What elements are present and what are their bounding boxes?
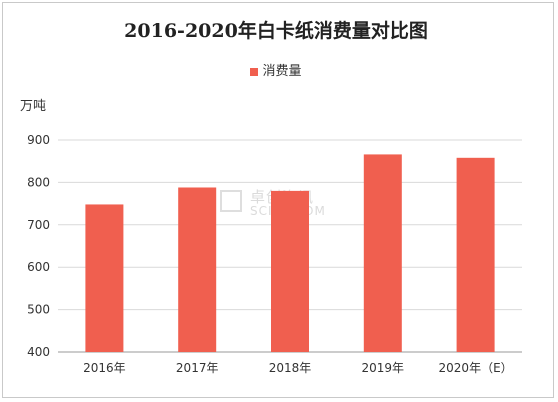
bar [178,187,217,352]
legend-label: 消费量 [262,64,302,79]
x-tick-label: 2016年 [83,361,126,375]
x-tick-label: 2017年 [176,361,219,375]
legend: 消费量 [0,60,552,79]
chart-title: 2016-2020年白卡纸消费量对比图 [124,20,428,42]
y-axis-unit: 万吨 [20,99,47,114]
y-tick-label: 700 [27,218,50,232]
watermark-logo-icon [220,190,242,212]
y-tick-label: 900 [27,133,50,147]
legend-swatch [250,67,259,76]
bar [456,157,495,352]
y-tick-label: 600 [27,260,50,274]
y-tick-label: 400 [27,345,50,359]
bar [271,190,309,352]
x-tick-label: 2019年 [362,361,405,375]
y-tick-label: 500 [27,303,50,317]
bar [363,154,402,352]
bar [85,204,124,352]
x-tick-label: 2020年（E） [439,361,513,375]
y-tick-label: 800 [27,175,50,189]
x-tick-label: 2018年 [269,361,312,375]
